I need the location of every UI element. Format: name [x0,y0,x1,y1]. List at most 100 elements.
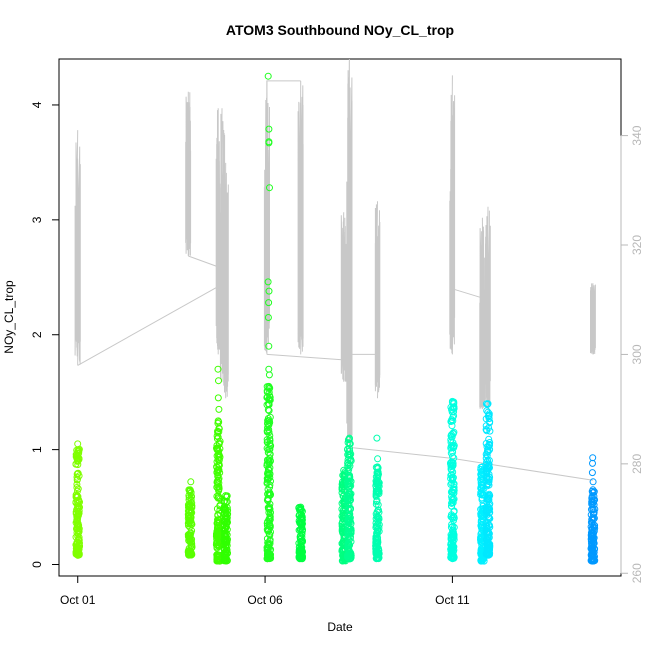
data-point [266,459,273,467]
x-axis-label: Date [327,620,353,634]
data-point [374,516,382,524]
data-point [373,554,381,562]
data-point [75,550,83,557]
series-cluster-8 [372,434,383,563]
data-point [483,482,491,490]
data-point [298,527,306,535]
data-point [447,475,455,482]
data-point [185,550,193,558]
data-point [587,523,595,531]
data-point [344,493,352,501]
data-point [485,460,493,468]
data-point-outlier [215,377,222,385]
data-point-outlier [373,434,381,442]
data-point [375,515,383,523]
altitude-connector-5 [349,446,453,459]
data-point [266,515,274,523]
data-point [221,506,228,514]
altitude-spike-8 [346,58,353,453]
data-point [447,523,455,531]
data-point [344,464,352,472]
data-point-outlier [265,125,273,133]
data-point [265,471,273,479]
data-point [484,534,492,542]
y2-tick-label: 340 [630,125,644,145]
data-point [450,412,458,420]
data-point [588,557,596,565]
data-point [450,442,458,449]
data-point [485,542,493,550]
data-point [214,417,222,425]
data-point-outlier [265,299,273,307]
data-point [298,552,306,560]
data-point [448,554,456,562]
data-point [265,530,273,538]
data-point [449,522,457,530]
data-point [450,485,458,493]
series-cluster-12 [587,454,599,565]
data-point [75,523,83,531]
series-cluster-1 [184,478,196,559]
data-point [266,537,274,545]
data-point [450,399,458,407]
data-point [450,408,458,416]
data-point [214,512,222,520]
data-point [344,436,352,444]
data-point [297,532,304,540]
data-point [588,529,596,537]
data-point [448,471,456,479]
data-point [72,498,80,506]
data-point [264,490,272,498]
data-point [266,481,274,489]
altitude-connector-2 [266,80,301,273]
data-point [75,454,83,462]
y-tick-label: 3 [30,216,44,223]
y2-tick-label: 280 [630,454,644,474]
altitude-spike-11 [479,217,486,410]
data-point-outlier [589,478,597,486]
data-point [447,513,455,521]
altitude-connector-3 [266,353,344,361]
data-point [344,451,352,459]
data-point-outlier [265,287,273,295]
data-point [448,397,456,405]
data-point [266,523,274,531]
data-point [297,511,305,518]
data-point-outlier [264,314,272,321]
data-point-outlier [265,371,273,379]
data-point [345,504,353,512]
y2-axis: 260 280 300 320 340 [620,125,644,583]
data-point [297,535,304,543]
data-point [447,436,455,444]
data-point [73,513,81,521]
data-point [345,475,353,483]
data-point [449,514,456,522]
data-point [477,557,485,565]
data-point-outlier [265,342,273,350]
data-point [485,415,493,423]
data-point [213,468,221,476]
data-point [588,548,596,556]
data-point [186,529,194,537]
data-point [73,517,81,525]
series-cluster-9 [447,397,458,563]
data-point [265,549,272,557]
data-point [213,492,221,500]
data-point [589,486,597,494]
data-point [344,539,352,547]
chart-title: ATOM3 Southbound NOy_CL_trop [226,22,454,38]
data-point [485,410,493,418]
data-point-outlier [214,365,222,373]
altitude-line [74,58,596,481]
data-point [265,553,273,560]
data-point [267,477,274,485]
data-point [73,470,81,478]
data-point [485,545,493,553]
altitude-connector-7 [452,457,593,481]
data-point [264,415,272,422]
data-point [75,450,82,457]
data-point [450,507,458,515]
data-point [485,442,493,450]
data-point [215,475,223,482]
